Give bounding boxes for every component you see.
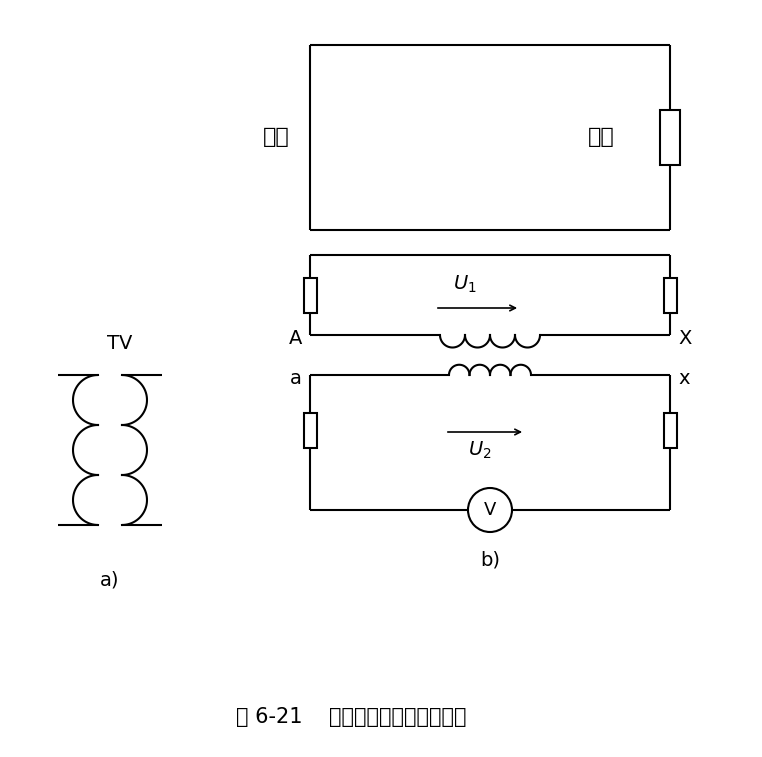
Circle shape (468, 488, 512, 532)
Text: 图 6-21    电压互感器符号与接线图: 图 6-21 电压互感器符号与接线图 (235, 707, 466, 727)
Bar (664, 278, 677, 313)
Text: x: x (678, 369, 690, 388)
Text: a: a (290, 369, 302, 388)
Text: $U_1$: $U_1$ (453, 274, 477, 295)
Bar (303, 278, 316, 313)
Text: 负载: 负载 (588, 127, 615, 147)
Text: A: A (289, 329, 302, 347)
Text: V: V (484, 501, 496, 519)
Bar (660, 110, 680, 164)
Text: a): a) (101, 570, 120, 589)
Bar (303, 413, 316, 447)
Bar (664, 413, 677, 447)
Text: TV: TV (107, 334, 133, 353)
Text: 电源: 电源 (263, 127, 290, 147)
Text: $U_2$: $U_2$ (468, 440, 491, 461)
Text: b): b) (480, 550, 500, 569)
Text: X: X (678, 329, 691, 347)
